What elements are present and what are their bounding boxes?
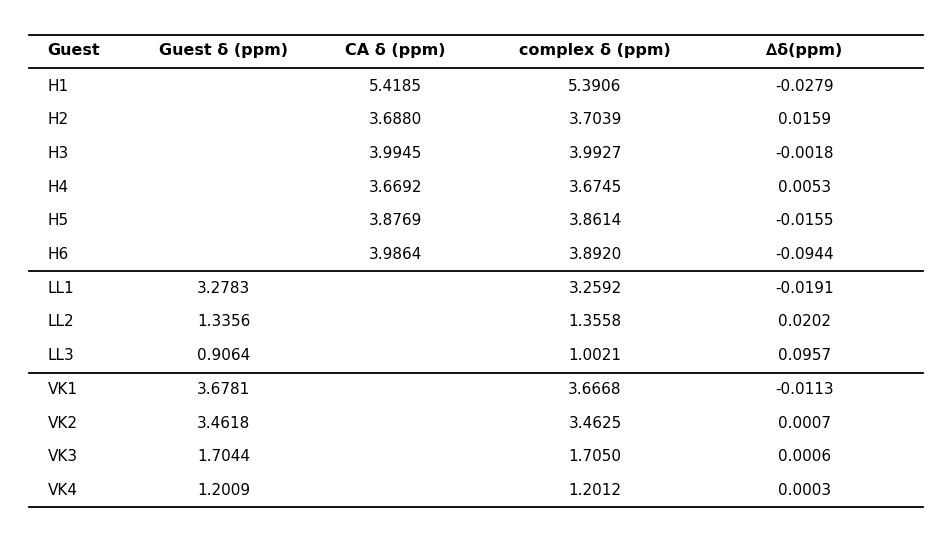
Text: VK2: VK2 [48,416,78,431]
Text: LL2: LL2 [48,314,74,329]
Text: LL3: LL3 [48,348,74,363]
Text: 1.7050: 1.7050 [568,449,622,464]
Text: H6: H6 [48,247,69,262]
Text: -0.0279: -0.0279 [775,79,834,93]
Text: 0.0202: 0.0202 [778,314,831,329]
Text: Guest δ (ppm): Guest δ (ppm) [159,43,288,58]
Text: 3.8769: 3.8769 [368,213,422,228]
Text: 0.0159: 0.0159 [778,112,831,127]
Text: 0.0007: 0.0007 [778,416,831,431]
Text: 1.7044: 1.7044 [197,449,250,464]
Text: H1: H1 [48,79,69,93]
Text: 1.0021: 1.0021 [568,348,622,363]
Text: H2: H2 [48,112,69,127]
Text: 3.8920: 3.8920 [568,247,622,262]
Text: VK3: VK3 [48,449,78,464]
Text: 1.3356: 1.3356 [197,314,250,329]
Text: -0.0944: -0.0944 [775,247,834,262]
Text: 3.9945: 3.9945 [368,146,422,161]
Text: 0.0053: 0.0053 [778,180,831,194]
Text: H3: H3 [48,146,69,161]
Text: 1.3558: 1.3558 [568,314,622,329]
Text: 3.6880: 3.6880 [368,112,422,127]
Text: -0.0113: -0.0113 [775,382,834,397]
Text: complex δ (ppm): complex δ (ppm) [519,43,671,58]
Text: LL1: LL1 [48,281,74,296]
Text: 1.2012: 1.2012 [568,483,622,498]
Text: 3.8614: 3.8614 [568,213,622,228]
Text: 3.2783: 3.2783 [197,281,250,296]
Text: 3.4618: 3.4618 [197,416,250,431]
Text: 0.0003: 0.0003 [778,483,831,498]
Text: 3.9927: 3.9927 [568,146,622,161]
Text: 5.3906: 5.3906 [568,79,622,93]
Text: 0.0957: 0.0957 [778,348,831,363]
Text: 3.7039: 3.7039 [568,112,622,127]
Text: 3.6692: 3.6692 [368,180,422,194]
Text: 0.0006: 0.0006 [778,449,831,464]
Text: 3.6668: 3.6668 [568,382,622,397]
Text: Guest: Guest [48,43,100,58]
Text: -0.0191: -0.0191 [775,281,834,296]
Text: VK4: VK4 [48,483,78,498]
Text: 0.9064: 0.9064 [197,348,250,363]
Text: -0.0155: -0.0155 [775,213,834,228]
Text: 3.6781: 3.6781 [197,382,250,397]
Text: H5: H5 [48,213,69,228]
Text: 5.4185: 5.4185 [368,79,422,93]
Text: 3.9864: 3.9864 [368,247,422,262]
Text: VK1: VK1 [48,382,78,397]
Text: 3.4625: 3.4625 [568,416,622,431]
Text: -0.0018: -0.0018 [775,146,834,161]
Text: ∆δ(ppm): ∆δ(ppm) [766,43,843,58]
Text: CA δ (ppm): CA δ (ppm) [345,43,446,58]
Text: 3.6745: 3.6745 [568,180,622,194]
Text: 3.2592: 3.2592 [568,281,622,296]
Text: H4: H4 [48,180,69,194]
Text: 1.2009: 1.2009 [197,483,250,498]
